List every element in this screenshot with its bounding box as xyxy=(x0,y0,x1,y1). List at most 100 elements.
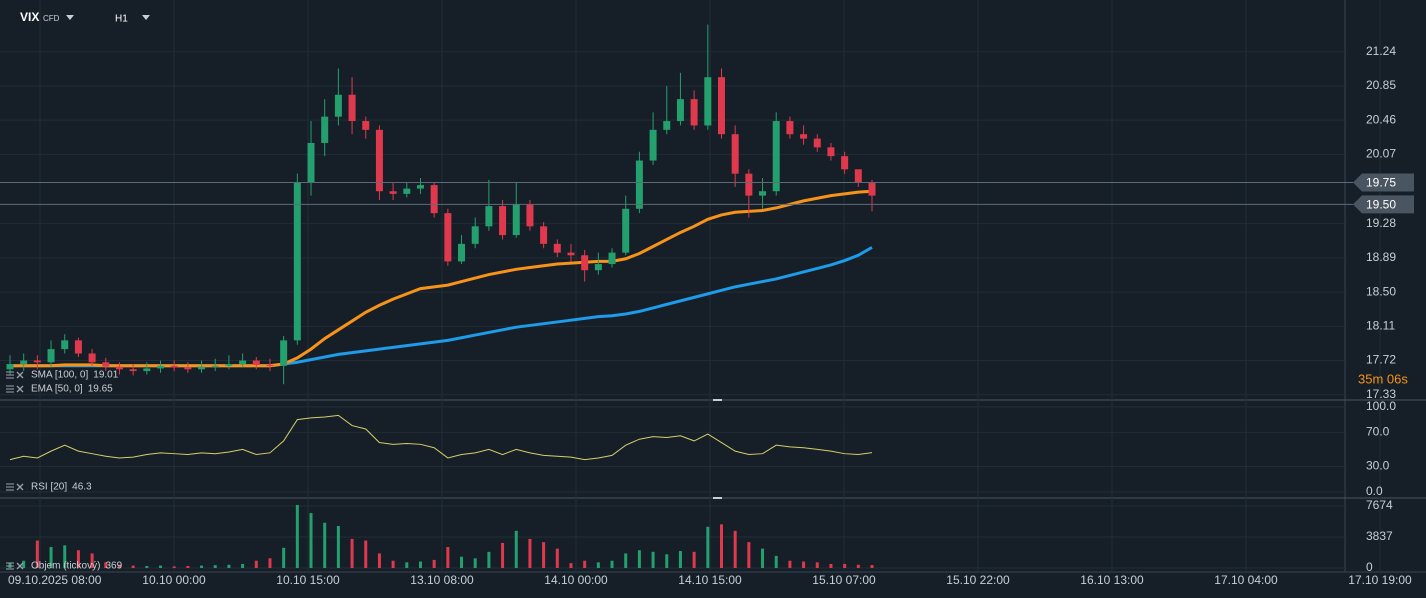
volume-bar xyxy=(747,542,751,569)
candle-body xyxy=(786,121,794,135)
candle-body xyxy=(266,364,274,366)
x-tick-label: 17.10 04:00 xyxy=(1214,573,1278,587)
dropdown-arrow[interactable] xyxy=(142,15,150,20)
y-tick-label: 21.24 xyxy=(1366,44,1396,58)
y-tick-label: 30.0 xyxy=(1366,459,1390,473)
volume-bar xyxy=(692,551,696,569)
candle-body xyxy=(827,147,835,157)
candle-body xyxy=(512,204,520,236)
legend-menu-icon[interactable] xyxy=(6,483,14,491)
candle-body xyxy=(239,360,247,365)
x-tick-label: 09.10.2025 08:00 xyxy=(8,573,102,587)
volume-bar xyxy=(364,540,368,569)
price-marker xyxy=(1353,173,1414,192)
legend-menu-icon[interactable] xyxy=(6,371,14,379)
volume-bar xyxy=(432,559,436,569)
legend-menu-icon[interactable] xyxy=(6,562,14,570)
candle-body xyxy=(403,188,411,194)
volume-bar xyxy=(227,564,231,569)
volume-bar xyxy=(678,551,682,569)
volume-bar xyxy=(761,548,765,569)
legend-close-icon[interactable] xyxy=(16,385,24,393)
volume-bar xyxy=(117,564,121,569)
candle-body xyxy=(293,182,301,341)
volume-bar xyxy=(405,562,409,569)
volume-bar xyxy=(446,546,450,569)
volume-bar xyxy=(815,562,819,569)
volume-bar xyxy=(377,553,381,569)
resize-handle[interactable] xyxy=(713,399,722,401)
y-tick-label: 20.07 xyxy=(1366,147,1396,161)
dropdown-arrow[interactable] xyxy=(66,15,74,20)
x-tick-label: 15.10 07:00 xyxy=(812,573,876,587)
volume-bar xyxy=(555,548,559,569)
candle-body xyxy=(444,213,452,262)
volume-bar xyxy=(391,560,395,569)
volume-bar xyxy=(35,540,39,569)
volume-bar xyxy=(309,513,313,569)
candle-body xyxy=(540,226,548,244)
x-tick-label: 10.10 00:00 xyxy=(142,573,206,587)
candle-body xyxy=(553,243,561,253)
candle-body xyxy=(170,365,178,368)
volume-bar xyxy=(802,561,806,569)
timeframe[interactable]: H1 xyxy=(115,14,128,25)
volume-bar xyxy=(733,530,737,569)
x-tick-label: 17.10 19:00 xyxy=(1348,573,1412,587)
volume-bar xyxy=(418,561,422,569)
rsi-line xyxy=(9,414,873,461)
candle-body xyxy=(280,340,288,366)
candle-body xyxy=(608,252,616,265)
candle-body xyxy=(334,94,342,117)
price-marker xyxy=(1353,195,1414,214)
candle-body xyxy=(649,129,657,161)
legend-close-icon[interactable] xyxy=(16,483,24,491)
volume-bar xyxy=(596,562,600,569)
y-tick-label: 18.89 xyxy=(1366,250,1396,264)
volume-bar xyxy=(460,556,464,569)
y-tick-label: 19.28 xyxy=(1366,216,1396,230)
candle-body xyxy=(61,340,69,350)
volume-bar xyxy=(719,524,723,569)
candle-body xyxy=(143,368,151,372)
volume-bar xyxy=(323,522,327,569)
candle-body xyxy=(485,206,493,227)
symbol[interactable]: VIX xyxy=(20,10,39,24)
y-tick-label: 7674 xyxy=(1366,498,1393,512)
candle-body xyxy=(20,360,28,365)
volume-bar xyxy=(774,555,778,569)
legend-close-icon[interactable] xyxy=(16,562,24,570)
legend-value: 19.65 xyxy=(88,384,113,395)
volume-bar xyxy=(624,553,628,569)
x-tick-label: 15.10 22:00 xyxy=(946,573,1010,587)
candle-body xyxy=(321,116,329,143)
volume-bar xyxy=(870,565,874,569)
candle-body xyxy=(772,121,780,192)
candle-body xyxy=(690,99,698,126)
candle-body xyxy=(88,353,96,363)
candle-body xyxy=(854,169,862,183)
legend-value: 19.01 xyxy=(93,370,118,381)
y-tick-label: 0.0 xyxy=(1366,484,1383,498)
legend-close-icon[interactable] xyxy=(16,371,24,379)
legend-menu-icon[interactable] xyxy=(6,385,14,393)
volume-bar xyxy=(569,563,573,569)
candle-body xyxy=(731,134,739,174)
candle-body xyxy=(6,364,14,370)
candle-body xyxy=(102,362,110,367)
candle-body xyxy=(211,365,219,367)
candle-body xyxy=(526,204,534,227)
volume-bar xyxy=(213,565,217,569)
volume-bar xyxy=(788,560,792,569)
x-tick-label: 14.10 00:00 xyxy=(544,573,608,587)
volume-bar xyxy=(254,560,258,569)
volume-bar xyxy=(856,564,860,569)
volume-bar xyxy=(268,558,272,569)
candle-body xyxy=(225,364,233,366)
y-tick-label: 3837 xyxy=(1366,529,1393,543)
candle-body xyxy=(635,160,643,209)
y-tick-label: 17.72 xyxy=(1366,353,1396,367)
candle-body xyxy=(375,129,383,192)
resize-handle[interactable] xyxy=(713,497,722,499)
